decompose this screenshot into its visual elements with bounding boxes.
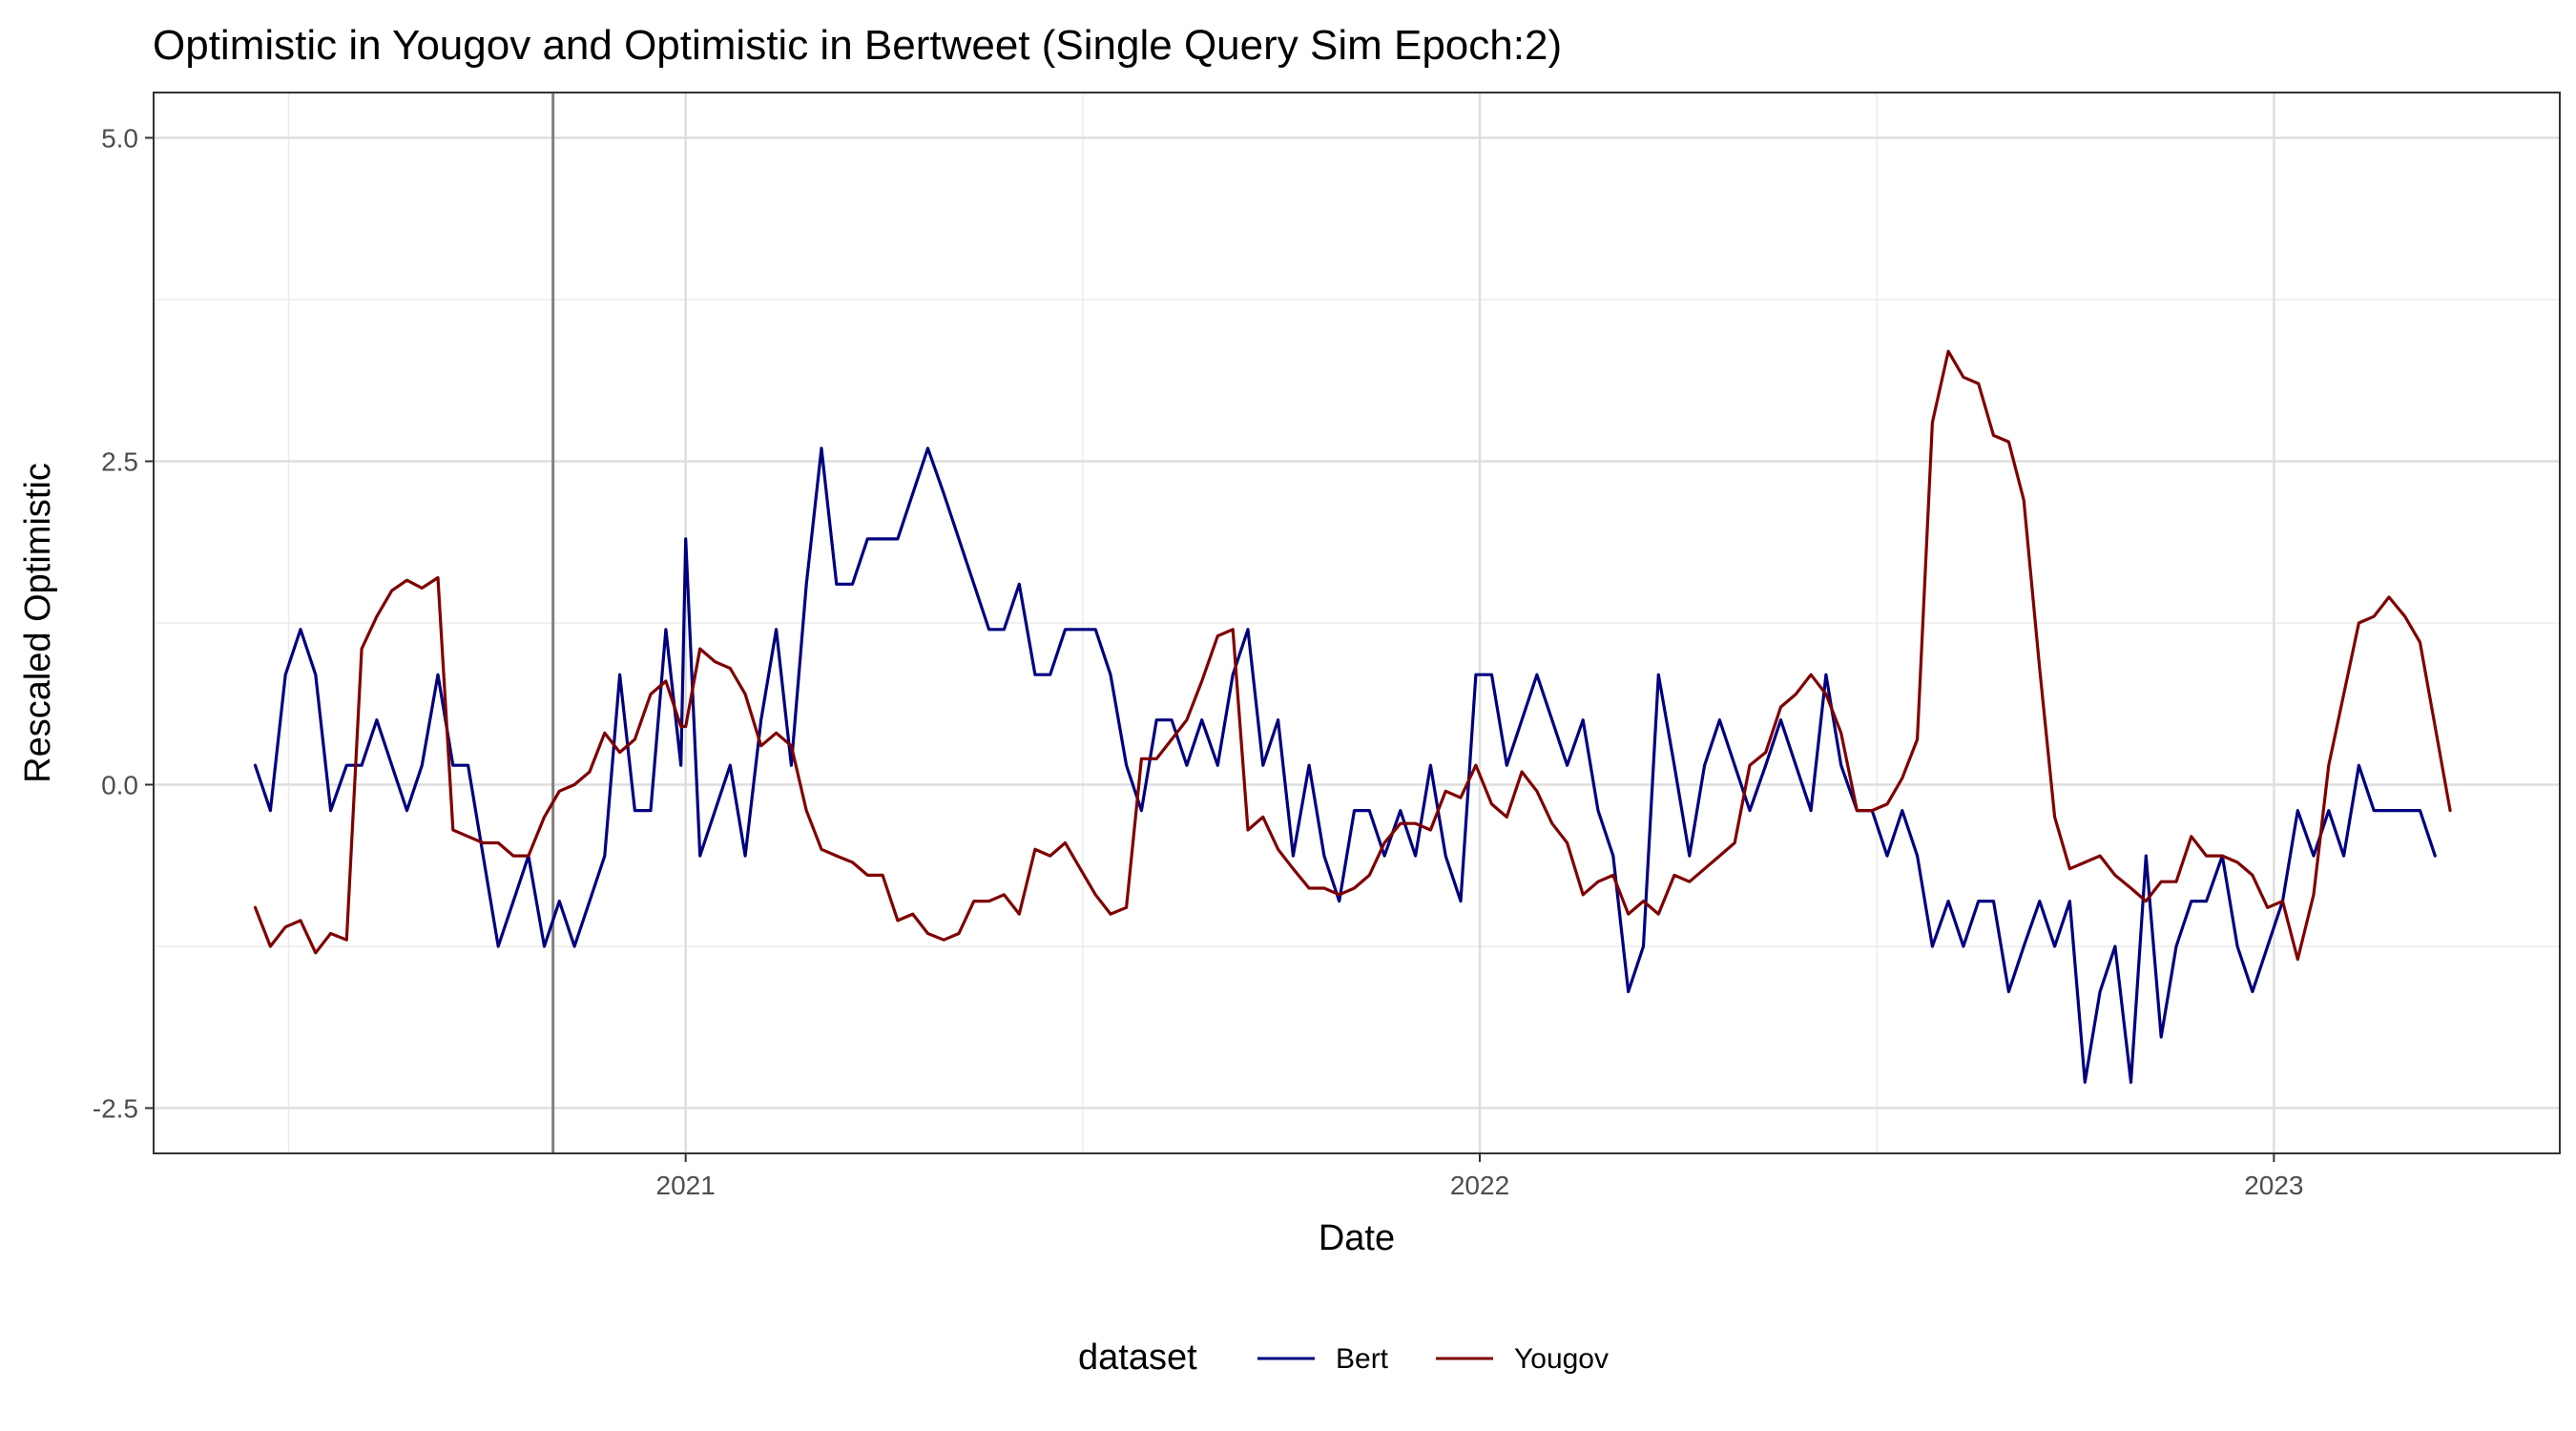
plot-panel-border	[153, 92, 2561, 1154]
legend-label-yougov: Yougov	[1514, 1343, 1609, 1375]
x-axis-title: Date	[1319, 1218, 1395, 1258]
axis-ticks: -2.5 0.0 2.5 5.0 2021 2022 2023	[93, 123, 2304, 1200]
series-layer	[253, 349, 2452, 1085]
y-tick-label: 5.0	[101, 123, 138, 153]
legend: dataset Bert Yougov	[1078, 1338, 1609, 1378]
x-tick-label: 2022	[1450, 1171, 1509, 1200]
y-tick-label: -2.5	[93, 1094, 138, 1124]
series-line-yougov	[253, 349, 2452, 962]
grid	[154, 93, 2560, 1153]
series-line-bert	[253, 446, 2437, 1085]
y-axis-title: Rescaled Optimistic	[18, 463, 58, 783]
y-tick-label: 0.0	[101, 771, 138, 800]
y-tick-label: 2.5	[101, 446, 138, 476]
chart-title: Optimistic in Yougov and Optimistic in B…	[153, 22, 1562, 69]
legend-label-bert: Bert	[1336, 1343, 1389, 1375]
x-tick-label: 2023	[2244, 1171, 2303, 1200]
legend-title: dataset	[1078, 1338, 1197, 1378]
x-tick-label: 2021	[656, 1171, 716, 1200]
